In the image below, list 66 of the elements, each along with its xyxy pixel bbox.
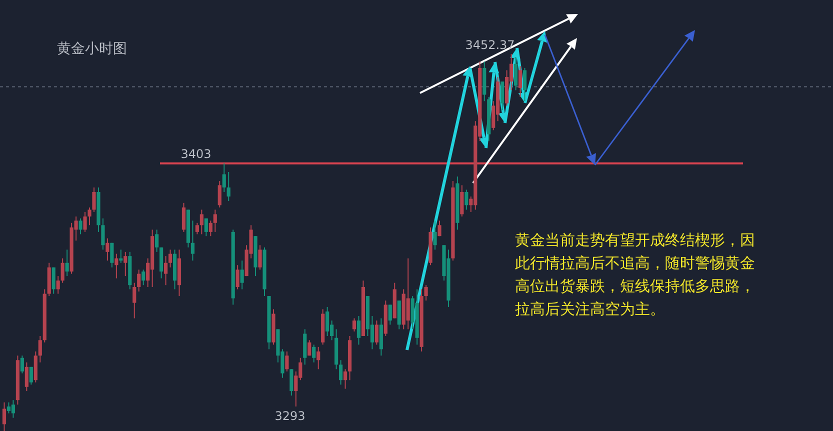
candlestick bbox=[164, 256, 168, 286]
candlestick bbox=[522, 67, 527, 102]
candlestick bbox=[308, 340, 312, 356]
candlestick bbox=[83, 211, 87, 232]
candlestick bbox=[240, 260, 244, 290]
candlestick bbox=[168, 249, 172, 268]
candlestick bbox=[137, 269, 141, 292]
candlestick bbox=[338, 360, 343, 386]
candlestick bbox=[213, 209, 217, 232]
annotation: 3293 bbox=[274, 409, 306, 423]
candlestick bbox=[106, 238, 110, 262]
candlestick bbox=[226, 172, 230, 202]
candlestick bbox=[65, 249, 69, 277]
candlestick bbox=[20, 355, 24, 374]
candlestick bbox=[438, 220, 442, 237]
candlestick bbox=[312, 344, 316, 363]
candlestick bbox=[11, 400, 16, 418]
candlestick bbox=[200, 209, 204, 235]
candlestick bbox=[182, 202, 186, 232]
candlestick bbox=[88, 206, 92, 226]
candlestick bbox=[92, 186, 96, 212]
candlestick bbox=[433, 220, 437, 250]
candlestick bbox=[190, 220, 194, 262]
candlestick bbox=[101, 218, 105, 250]
candlestick bbox=[195, 222, 199, 235]
candlestick bbox=[460, 184, 464, 217]
candlestick bbox=[500, 81, 504, 111]
candlestick bbox=[142, 269, 146, 286]
candlestick bbox=[258, 244, 262, 270]
candlestick bbox=[290, 368, 294, 396]
candlestick bbox=[356, 316, 361, 346]
candlestick bbox=[424, 284, 428, 302]
candlestick bbox=[155, 229, 159, 252]
candlestick bbox=[38, 335, 42, 363]
candlestick bbox=[208, 220, 212, 237]
candlestick bbox=[124, 251, 128, 277]
candlestick bbox=[514, 56, 518, 91]
candlestick bbox=[316, 346, 320, 370]
annotation: 3403 bbox=[180, 147, 212, 161]
candlestick bbox=[110, 242, 114, 268]
candlestick bbox=[2, 402, 6, 431]
candlestick bbox=[374, 320, 378, 346]
candlestick bbox=[132, 282, 136, 319]
annotation: 黄金当前走势有望开成终结楔形，因此行情拉高后不追高，随时警惕黄金高位出货暴跌，短线保持低多思路，拉高后关注高空为主。 bbox=[515, 231, 755, 318]
candlestick bbox=[352, 318, 356, 332]
candlestick bbox=[204, 218, 208, 237]
candlestick bbox=[222, 162, 226, 192]
candlestick bbox=[56, 276, 60, 294]
candlestick bbox=[285, 350, 289, 372]
chart-title: 黄金小时图 bbox=[57, 41, 127, 57]
candlestick bbox=[518, 66, 522, 98]
candlestick bbox=[388, 304, 392, 326]
candlestick bbox=[6, 402, 11, 414]
candlestick bbox=[218, 180, 222, 208]
candlestick bbox=[52, 266, 56, 294]
text: 3452.37 bbox=[465, 38, 515, 52]
candlestick bbox=[24, 362, 28, 392]
candlestick bbox=[406, 258, 410, 330]
candlestick bbox=[78, 218, 82, 235]
candlestick bbox=[326, 306, 330, 336]
candlestick bbox=[60, 258, 64, 284]
candlestick bbox=[343, 368, 348, 390]
candlestick bbox=[464, 189, 468, 210]
candlestick bbox=[29, 366, 33, 386]
candlestick bbox=[114, 253, 118, 279]
candlestick bbox=[236, 264, 240, 290]
